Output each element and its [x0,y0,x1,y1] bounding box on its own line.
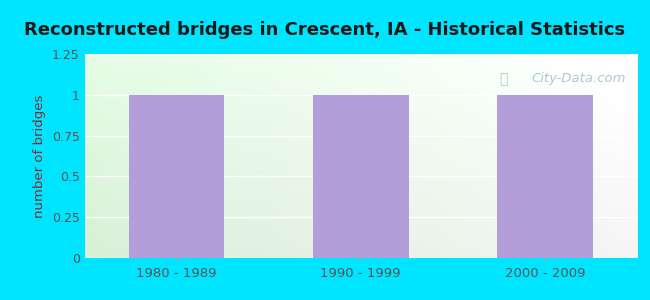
Bar [129,95,224,258]
Text: ⓘ: ⓘ [499,72,507,86]
Bar [497,95,593,258]
Text: City-Data.com: City-Data.com [532,72,626,86]
Bar [313,95,409,258]
Text: Reconstructed bridges in Crescent, IA - Historical Statistics: Reconstructed bridges in Crescent, IA - … [25,21,625,39]
Y-axis label: number of bridges: number of bridges [33,94,46,218]
